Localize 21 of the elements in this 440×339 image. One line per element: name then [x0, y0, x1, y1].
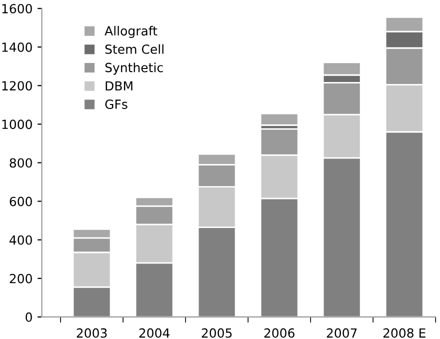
x-tick-label: 2003: [76, 328, 107, 338]
y-tick-label: 200: [10, 274, 32, 284]
x-tick-label: 2006: [264, 328, 294, 338]
x-tick-label: 2005: [202, 328, 232, 338]
y-tick-label: 0: [26, 312, 32, 322]
legend-label: GFs: [105, 100, 128, 109]
y-tick-label: 400: [10, 235, 32, 245]
bar: [260, 112, 299, 126]
legend-label: Allograft: [104, 26, 158, 38]
x-tick-label: 2004: [139, 328, 170, 338]
legend-label: Synthetic: [105, 62, 163, 75]
y-tick-label: 600: [10, 196, 32, 206]
y-tick-label: 1200: [2, 81, 32, 91]
y-tick-label: 1400: [2, 42, 32, 52]
legend-label: Stem Cell: [105, 44, 164, 54]
x-tick-label: 2007: [326, 328, 357, 338]
x-tick-label: 2008 E: [383, 328, 426, 338]
y-tick-label: 1000: [2, 120, 32, 130]
y-tick-label: 1600: [2, 4, 32, 14]
y-tick-label: 800: [10, 158, 32, 168]
legend-label: DBM: [106, 81, 132, 90]
